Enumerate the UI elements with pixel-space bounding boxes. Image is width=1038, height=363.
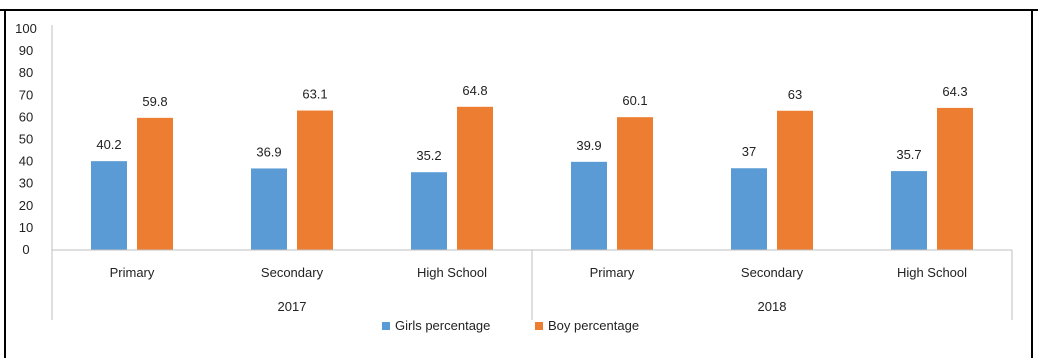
category-label: Primary	[590, 265, 635, 280]
y-tick-label: 10	[19, 220, 33, 235]
category-label: Secondary	[741, 265, 804, 280]
legend: Girls percentage Boy percentage	[382, 318, 639, 333]
bar-girls	[411, 172, 447, 250]
bar-girls	[891, 171, 927, 250]
y-tick-label: 100	[15, 21, 37, 36]
legend-label: Boy percentage	[548, 318, 639, 333]
data-label: 36.9	[256, 144, 281, 159]
y-tick-label: 30	[19, 176, 33, 191]
bar-boys	[617, 117, 653, 250]
y-tick-label: 0	[22, 242, 29, 257]
data-label: 64.3	[942, 84, 967, 99]
data-label: 35.7	[896, 147, 921, 162]
category-label: High School	[897, 265, 967, 280]
bar-boys	[937, 107, 973, 250]
legend-swatch	[382, 322, 390, 330]
bar-girls	[731, 168, 767, 250]
y-tick-label: 90	[19, 43, 33, 58]
y-tick-label: 40	[19, 154, 33, 169]
y-tick-label: 80	[19, 65, 33, 80]
x-axis: Primary Secondary High School 2017 Primary Se…	[51, 249, 1013, 320]
bar-boys	[137, 117, 173, 250]
bar-girls	[571, 161, 607, 250]
data-label: 35.2	[416, 148, 441, 163]
y-tick-label: 20	[19, 198, 33, 213]
bar-boys	[457, 106, 493, 251]
group-label: 2017	[278, 299, 307, 314]
data-label: 37	[742, 144, 756, 159]
data-label: 39.9	[576, 138, 601, 153]
category-label: Primary	[110, 265, 155, 280]
y-tick-label: 60	[19, 109, 33, 124]
legend-swatch	[535, 322, 543, 330]
bar-boys	[297, 110, 333, 250]
data-label: 40.2	[96, 137, 121, 152]
data-label: 63	[788, 87, 802, 102]
group-label: 2018	[758, 299, 787, 314]
bar-girls	[91, 161, 127, 250]
bar-girls	[251, 168, 287, 250]
data-label: 63.1	[302, 87, 327, 102]
bars: 40.2 59.8 36.9 63.1 35.2 64.8 39.9 60.1 37 63 35.7…	[91, 83, 973, 251]
y-tick-label: 70	[19, 87, 33, 102]
data-label: 64.8	[462, 83, 487, 98]
legend-label: Girls percentage	[395, 318, 490, 333]
category-label: Secondary	[261, 265, 324, 280]
bar-boys	[777, 110, 813, 251]
data-label: 60.1	[622, 93, 647, 108]
y-axis: 0 10 20 30 40 50 60 70 80 90 100	[15, 21, 53, 257]
category-label: High School	[417, 265, 487, 280]
data-label: 59.8	[142, 94, 167, 109]
y-tick-label: 50	[19, 132, 33, 147]
